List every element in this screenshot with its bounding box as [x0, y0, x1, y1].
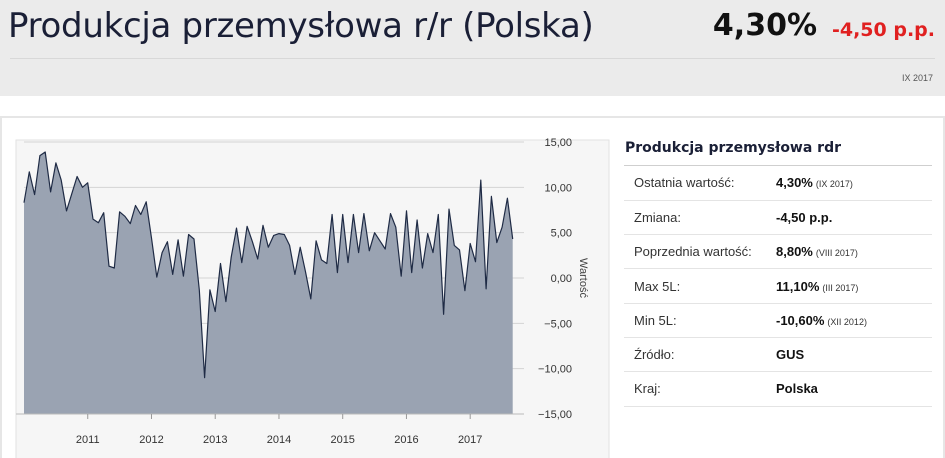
x-tick-label: 2011	[76, 434, 100, 446]
summary-value-period: (III 2017)	[822, 282, 859, 293]
summary-row-value: Polska	[776, 371, 932, 407]
x-tick-label: 2012	[139, 434, 163, 446]
summary-row: Zmiana: -4,50 p.p.	[624, 200, 932, 236]
summary-value-period: (XII 2012)	[827, 316, 867, 327]
series-area	[24, 152, 513, 414]
summary-value-text: -10,60%	[776, 312, 825, 328]
page-title: Produkcja przemysłowa r/r (Polska)	[8, 6, 594, 46]
summary-row-value: -10,60% (XII 2012)	[776, 303, 932, 338]
content-panel: 15,00 10,00 5,00 0,00 −5,00 −10,00 −15,00 2011 2…	[0, 116, 945, 458]
indicator-chart: 15,00 10,00 5,00 0,00 −5,00 −10,00 −15,00 2011 2…	[15, 137, 610, 458]
summary-row: Kraj: Polska	[624, 371, 932, 407]
header-bar: Produkcja przemysłowa r/r (Polska) 4,30%…	[0, 0, 945, 96]
summary-row: Źródło: GUS	[624, 337, 932, 373]
summary-row: Min 5L: -10,60% (XII 2012)	[624, 303, 932, 338]
latest-value: 4,30%	[712, 8, 817, 43]
x-tick-label: 2013	[203, 434, 227, 446]
y-tick-label: −10,00	[538, 364, 572, 376]
y-tick-label: −15,00	[538, 409, 572, 421]
series-line	[23, 151, 514, 379]
summary-row-label: Zmiana:	[624, 200, 776, 236]
y-tick-label: 0,00	[551, 273, 572, 285]
summary-title: Produkcja przemysłowa rdr	[624, 140, 932, 166]
y-tick-label: 5,00	[551, 228, 572, 240]
summary-row-value: 8,80% (VIII 2017)	[776, 234, 932, 270]
header-divider	[10, 58, 935, 59]
summary-row-label: Źródło:	[624, 337, 776, 373]
y-tick-label: −5,00	[544, 318, 572, 330]
x-tick-label: 2016	[394, 434, 418, 446]
y-tick-label: 15,00	[544, 137, 572, 149]
change-value: -4,50 p.p.	[831, 19, 935, 41]
summary-row-label: Ostatnia wartość:	[624, 166, 776, 201]
summary-row-value: 11,10% (III 2017)	[776, 268, 932, 304]
summary-row: Max 5L: 11,10% (III 2017)	[624, 268, 932, 304]
summary-table: Ostatnia wartość: 4,30% (IX 2017) Zmiana: -4…	[624, 166, 932, 407]
summary-value-text: 8,80%	[776, 244, 813, 260]
x-tick-label: 2017	[458, 434, 482, 446]
summary-row-value: 4,30% (IX 2017)	[776, 166, 932, 201]
summary-value-period: (VIII 2017)	[815, 248, 858, 259]
y-axis-title: Wartość	[577, 258, 589, 298]
summary-row: Poprzednia wartość: 8,80% (VIII 2017)	[624, 234, 932, 270]
summary-row-label: Max 5L:	[624, 268, 776, 304]
summary-value-text: Polska	[776, 381, 818, 397]
summary-row-label: Min 5L:	[624, 303, 776, 338]
summary-row-value: GUS	[776, 337, 932, 373]
summary-row: Ostatnia wartość: 4,30% (IX 2017)	[624, 166, 932, 201]
summary-panel: Produkcja przemysłowa rdr Ostatnia warto…	[624, 140, 932, 407]
summary-row-label: Poprzednia wartość:	[624, 234, 776, 270]
summary-value-period: (IX 2017)	[815, 179, 853, 190]
period-label: IX 2017	[901, 73, 933, 83]
x-tick-label: 2014	[267, 434, 291, 446]
x-tick-label: 2015	[330, 434, 354, 446]
summary-row-label: Kraj:	[624, 371, 776, 407]
summary-value-text: -4,50 p.p.	[776, 209, 833, 225]
y-tick-label: 10,00	[544, 182, 572, 194]
summary-value-text: 11,10%	[776, 278, 820, 294]
summary-row-value: -4,50 p.p.	[776, 200, 932, 236]
summary-value-text: 4,30%	[776, 175, 813, 191]
summary-value-text: GUS	[776, 347, 805, 363]
chart-container: 15,00 10,00 5,00 0,00 −5,00 −10,00 −15,00 2011 2…	[2, 118, 614, 458]
